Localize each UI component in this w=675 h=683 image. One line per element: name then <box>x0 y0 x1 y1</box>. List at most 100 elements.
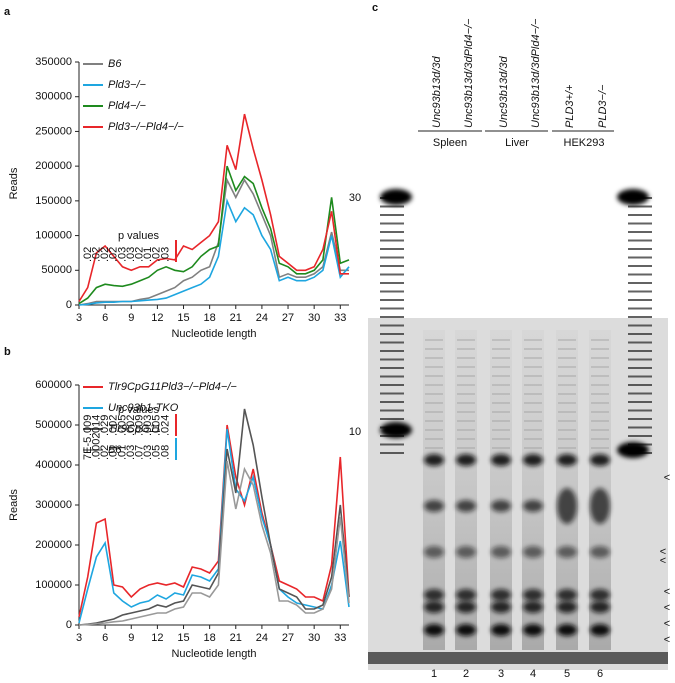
group-label: Liver <box>505 137 529 149</box>
p-value: .0002 <box>91 432 103 460</box>
series-line <box>78 424 350 618</box>
p-value: .01 <box>142 247 154 262</box>
series-line <box>78 113 349 302</box>
x-tick-label: 12 <box>151 632 163 644</box>
arrowhead: < <box>660 555 666 567</box>
band <box>523 601 543 613</box>
series-line <box>78 165 350 305</box>
band <box>424 601 444 613</box>
legend-label: Pld3−/− <box>108 79 146 91</box>
panel-label: c <box>372 2 378 14</box>
x-tick-label: 33 <box>334 632 346 644</box>
x-tick-label: 3 <box>76 632 82 644</box>
x-tick-label: 9 <box>128 632 134 644</box>
x-tick-label: 6 <box>102 632 108 644</box>
y-tick-label: 350000 <box>35 56 72 68</box>
p-value: .03 <box>125 247 137 262</box>
legend-label: B6 <box>108 58 122 70</box>
p-value: .08 <box>159 445 171 460</box>
p-value: .01 <box>108 445 120 460</box>
p-value: 7E-5 <box>82 437 94 460</box>
x-tick-label: 18 <box>204 632 216 644</box>
band <box>523 589 543 601</box>
y-tick-label: 0 <box>66 299 72 311</box>
lane-smear <box>455 330 477 650</box>
marker-band <box>380 422 412 438</box>
y-tick-label: 0 <box>66 619 72 631</box>
legend-label: B6 <box>108 444 122 456</box>
p-value: .07 <box>134 445 146 460</box>
lane-label: Unc93b13d/3d <box>431 56 443 128</box>
arrowhead: < <box>664 586 670 598</box>
p-value: .005 <box>151 415 163 436</box>
band <box>456 500 476 512</box>
lane-smear <box>423 330 445 650</box>
band <box>590 624 610 636</box>
p-value: .02 <box>151 247 163 262</box>
band <box>590 601 610 613</box>
p-values-title: p values <box>118 404 159 416</box>
panel-label: b <box>4 346 11 358</box>
arrowhead: < <box>664 618 670 630</box>
x-tick-label: 15 <box>177 632 189 644</box>
arrowhead: < <box>664 634 670 646</box>
x-tick-label: 30 <box>308 312 320 324</box>
p-value: .002 <box>125 415 137 436</box>
x-tick-label: 18 <box>204 312 216 324</box>
y-tick-label: 500000 <box>35 419 72 431</box>
y-tick-label: 100000 <box>35 579 72 591</box>
band <box>523 454 543 466</box>
lane-number: 5 <box>564 668 570 680</box>
x-tick-label: 27 <box>282 312 294 324</box>
p-value: .009 <box>82 415 94 436</box>
size-marker: 10 <box>349 426 361 438</box>
x-tick-label: 30 <box>308 632 320 644</box>
x-tick-label: 12 <box>151 312 163 324</box>
p-value: .005 <box>116 415 128 436</box>
lane-label: PLD3+/+ <box>564 84 576 128</box>
y-tick-label: 200000 <box>35 160 72 172</box>
band <box>424 500 444 512</box>
band <box>523 500 543 512</box>
gel-bottom <box>368 652 668 664</box>
band <box>491 601 511 613</box>
x-tick-label: 24 <box>256 312 268 324</box>
legend-label: Unc93b1-TKO <box>108 402 179 414</box>
x-tick-label: 21 <box>230 312 242 324</box>
lane-label: Unc93b13d/3dPld4−/− <box>530 18 542 128</box>
y-tick-label: 100000 <box>35 229 72 241</box>
p-value: .03 <box>142 445 154 460</box>
p-value: .03 <box>159 247 171 262</box>
x-tick-label: 24 <box>256 632 268 644</box>
p-value: .029 <box>99 415 111 436</box>
p-value: .02 <box>82 247 94 262</box>
band <box>523 546 543 558</box>
series-line <box>78 428 350 624</box>
lane-label: PLD3−/− <box>597 84 609 128</box>
marker-band <box>617 442 649 458</box>
band <box>491 624 511 636</box>
x-tick-label: 6 <box>102 312 108 324</box>
p-value: .002 <box>108 415 120 436</box>
x-tick-label: 27 <box>282 632 294 644</box>
group-label: Spleen <box>433 137 467 149</box>
gel <box>368 189 668 670</box>
y-tick-label: 300000 <box>35 499 72 511</box>
p-value: .02 <box>108 247 120 262</box>
lane-number: 4 <box>530 668 536 680</box>
band <box>557 589 577 601</box>
band <box>523 624 543 636</box>
y-tick-label: 400000 <box>35 459 72 471</box>
band <box>557 624 577 636</box>
lane-number: 6 <box>597 668 603 680</box>
x-axis-title: Nucleotide length <box>171 328 256 340</box>
band <box>456 601 476 613</box>
y-tick-label: 250000 <box>35 125 72 137</box>
band <box>557 601 577 613</box>
arrowhead: < <box>660 546 666 558</box>
band <box>491 500 511 512</box>
p-value: .024 <box>159 415 171 436</box>
series-line <box>78 197 350 306</box>
band <box>557 454 577 466</box>
